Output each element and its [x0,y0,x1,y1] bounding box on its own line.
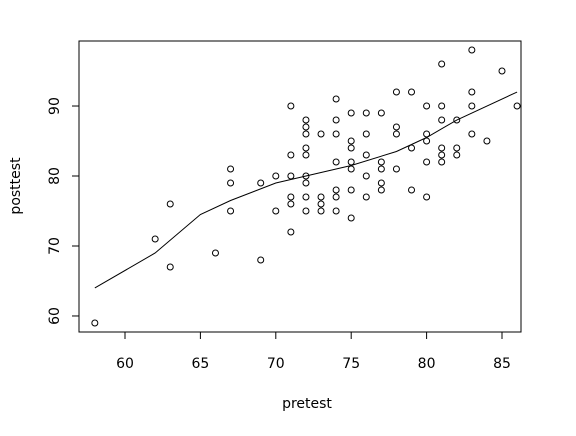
point [347,144,355,152]
point [408,186,416,194]
point [453,116,461,124]
x-axis-label: pretest [282,396,332,412]
point [302,123,310,131]
point [166,200,174,208]
point [302,130,310,138]
point [332,130,340,138]
point [151,235,159,243]
point [211,249,219,257]
point [272,172,280,180]
point [347,186,355,194]
point [438,158,446,166]
point [377,186,385,194]
point [302,151,310,159]
point [438,116,446,124]
point [392,165,400,173]
point [377,165,385,173]
point [302,193,310,201]
point [438,151,446,159]
plot-box [78,40,522,333]
point [332,193,340,201]
point [287,172,295,180]
x-tick-label: 65 [191,356,209,372]
point [302,172,310,180]
point [302,144,310,152]
point [468,130,476,138]
point [347,214,355,222]
point [377,109,385,117]
point [377,179,385,187]
x-tick-label: 70 [267,356,285,372]
y-tick-label: 70 [47,237,63,255]
point [317,207,325,215]
point [332,207,340,215]
y-axis-label: posttest [8,157,24,215]
point [468,46,476,54]
point [483,137,491,145]
point [287,193,295,201]
point [423,158,431,166]
point [468,88,476,96]
point [332,95,340,103]
fit-line [94,91,518,289]
point [257,179,265,187]
point [332,186,340,194]
point [513,102,521,110]
point [362,151,370,159]
point [362,130,370,138]
point [392,123,400,131]
point [317,200,325,208]
point [362,109,370,117]
point [423,102,431,110]
point [362,172,370,180]
y-tick-label: 80 [47,167,63,185]
point [347,158,355,166]
point [347,165,355,173]
point [453,144,461,152]
point [287,102,295,110]
point [317,193,325,201]
point [362,193,370,201]
point [392,130,400,138]
point [377,158,385,166]
x-tick-label: 75 [342,356,360,372]
x-tick-label: 85 [493,356,511,372]
point [332,158,340,166]
point [302,179,310,187]
point [227,179,235,187]
point [287,200,295,208]
point [317,130,325,138]
point [272,207,280,215]
y-tick-label: 90 [47,97,63,115]
point [453,151,461,159]
point [227,165,235,173]
point [408,88,416,96]
point [287,228,295,236]
point [91,319,99,327]
x-tick-label: 60 [116,356,134,372]
point [302,116,310,124]
point [498,67,506,75]
point [257,256,265,264]
point [287,151,295,159]
y-tick-label: 60 [47,307,63,325]
point [468,102,476,110]
point [302,207,310,215]
point [438,144,446,152]
point [332,116,340,124]
point [392,88,400,96]
point [166,263,174,271]
point [423,193,431,201]
x-tick-label: 80 [418,356,436,372]
point [227,207,235,215]
point [438,102,446,110]
point [438,60,446,68]
point [347,109,355,117]
point [347,137,355,145]
